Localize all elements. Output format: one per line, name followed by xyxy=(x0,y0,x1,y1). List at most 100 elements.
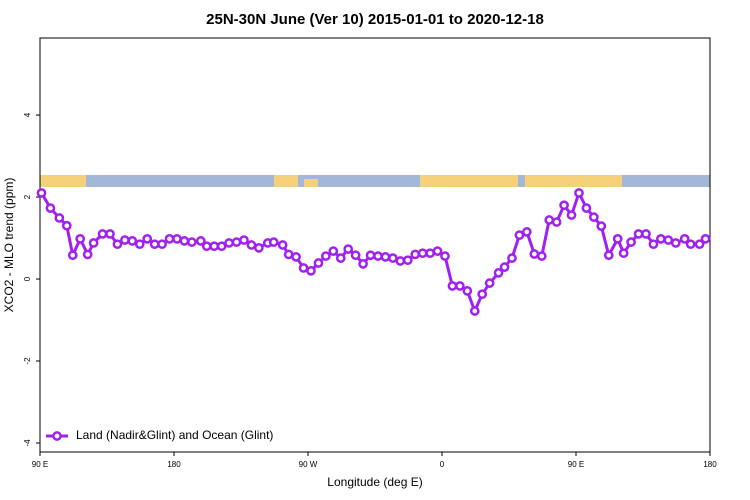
data-point xyxy=(670,238,681,248)
data-point xyxy=(648,239,659,250)
data-point xyxy=(365,250,376,261)
data-point xyxy=(544,215,555,225)
data-point xyxy=(36,188,47,198)
data-point xyxy=(685,239,696,250)
data-point xyxy=(612,234,623,244)
data-point xyxy=(447,281,458,291)
data-point xyxy=(195,236,206,246)
data-point xyxy=(45,203,56,213)
data-point xyxy=(551,217,562,227)
map-strip xyxy=(40,175,710,187)
x-tick-label: 90 E xyxy=(568,460,584,469)
data-point xyxy=(105,229,115,239)
data-point xyxy=(157,239,167,250)
chart-title: 25N-30N June (Ver 10) 2015-01-01 to 2020… xyxy=(206,11,544,28)
data-point xyxy=(321,251,331,261)
data-point xyxy=(127,236,138,246)
x-axis-label: Longitude (deg E) xyxy=(327,475,422,489)
data-point xyxy=(462,286,473,296)
data-point xyxy=(88,238,99,248)
data-point xyxy=(328,246,339,256)
data-point xyxy=(618,248,629,259)
data-point xyxy=(239,235,249,245)
data-point xyxy=(507,253,517,263)
land xyxy=(274,175,298,187)
y-axis-label: XCO2 - MLO trend (ppm) xyxy=(2,178,16,313)
data-point xyxy=(484,278,495,288)
data-point xyxy=(410,249,421,260)
data-point xyxy=(306,265,316,276)
data-point xyxy=(67,250,78,261)
land xyxy=(40,175,86,187)
data-point xyxy=(291,252,301,262)
legend-label: Land (Nadir&Glint) and Ocean (Glint) xyxy=(76,428,273,442)
data-point xyxy=(574,188,584,198)
data-point xyxy=(700,234,711,244)
data-point xyxy=(120,235,130,245)
data-point xyxy=(298,263,309,273)
data-point xyxy=(432,246,443,256)
x-tick-label: 90 W xyxy=(299,460,318,469)
data-point xyxy=(402,255,413,266)
legend: Land (Nadir&Glint) and Ocean (Glint) xyxy=(46,428,273,442)
data-point xyxy=(679,234,690,244)
data-point xyxy=(283,249,294,260)
data-point xyxy=(313,258,324,268)
data-point xyxy=(187,237,197,247)
x-tick-label: 180 xyxy=(703,460,717,469)
data-point xyxy=(455,281,465,291)
plot-frame xyxy=(39,37,711,453)
data-point xyxy=(522,227,532,237)
data-point xyxy=(380,252,391,262)
data-point xyxy=(97,229,108,239)
land xyxy=(525,175,622,187)
land xyxy=(420,175,518,187)
data-point xyxy=(216,241,227,252)
x-tick-label: 0 xyxy=(440,460,445,469)
data-point xyxy=(589,212,599,222)
data-point xyxy=(641,229,651,239)
data-point xyxy=(343,244,354,254)
data-point xyxy=(663,235,674,245)
data-point xyxy=(54,213,65,223)
data-point xyxy=(440,251,450,261)
data-point xyxy=(246,240,257,250)
data-point xyxy=(656,234,666,244)
data-point xyxy=(603,250,614,261)
data-point xyxy=(626,237,636,247)
data-point xyxy=(499,262,510,272)
data-point xyxy=(581,203,592,213)
y-tick-label: -2 xyxy=(23,357,32,365)
data-point xyxy=(358,259,368,269)
data-point xyxy=(425,248,435,259)
legend-marker xyxy=(52,431,62,441)
data-point xyxy=(536,251,547,261)
data-point xyxy=(179,236,190,246)
data-point xyxy=(112,239,123,250)
data-point xyxy=(417,248,428,259)
y-tick-label: -4 xyxy=(23,439,32,447)
data-point xyxy=(566,210,577,220)
data-point xyxy=(335,253,346,263)
data-point xyxy=(395,256,406,266)
data-point xyxy=(514,230,525,241)
y-tick-label: 4 xyxy=(23,112,32,117)
data-point xyxy=(268,237,279,247)
data-point xyxy=(201,241,212,252)
data-point xyxy=(209,241,220,252)
data-point xyxy=(596,221,607,231)
data-point xyxy=(134,239,145,250)
data-point xyxy=(469,306,480,316)
data-point xyxy=(172,234,182,244)
data-point xyxy=(633,229,644,239)
data-point xyxy=(388,253,398,263)
data-point xyxy=(75,234,86,244)
data-point xyxy=(493,268,504,278)
x-tick-label: 90 E xyxy=(32,460,48,469)
data-point xyxy=(164,234,175,244)
land xyxy=(304,179,318,187)
data-point xyxy=(477,289,488,300)
data-point xyxy=(224,238,234,248)
data-point xyxy=(82,249,93,260)
